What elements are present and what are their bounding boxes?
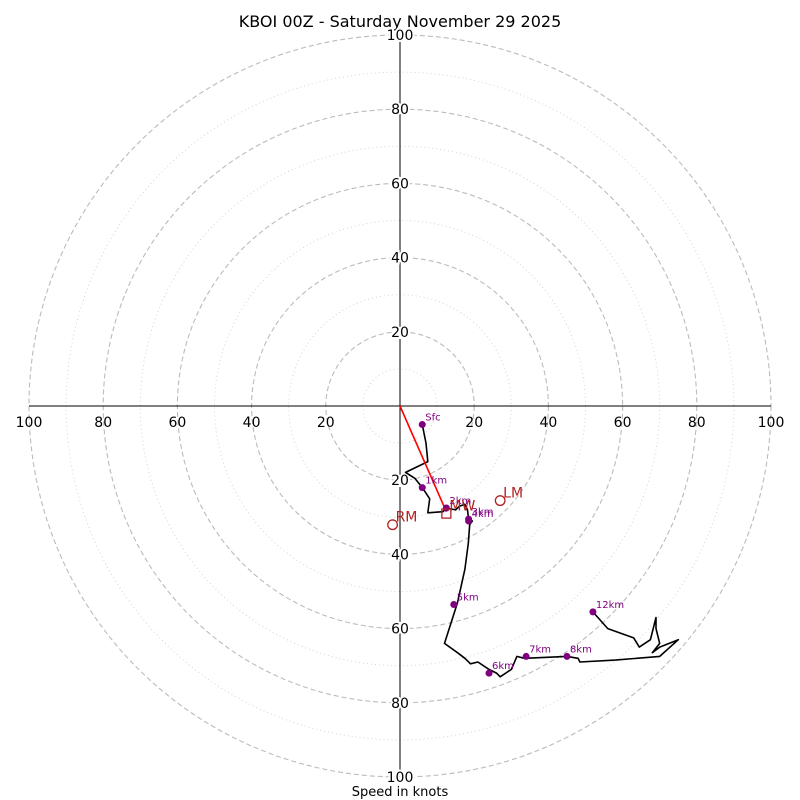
- height-marker-label: 6km: [492, 661, 514, 672]
- motion-marker-circle: [387, 519, 399, 531]
- x-tick-label: 40: [243, 415, 261, 431]
- y-tick-label: 60: [391, 622, 409, 638]
- motion-marker-circle: [494, 495, 506, 507]
- y-tick-label: 80: [391, 696, 409, 712]
- height-marker-dot: [465, 517, 473, 525]
- y-tick-label: 40: [391, 547, 409, 563]
- height-marker-label: 7km: [529, 644, 551, 655]
- motion-marker-label: MW: [449, 499, 475, 515]
- height-marker-label: 1km: [425, 476, 447, 487]
- hodograph-line: [404, 424, 680, 678]
- y-tick-label: 20: [391, 325, 409, 341]
- height-marker-dot: [563, 652, 571, 660]
- height-marker-label: 8km: [570, 644, 592, 655]
- shear-vector-line: [399, 405, 448, 513]
- motion-marker-label: RM: [396, 510, 418, 526]
- height-marker-label: 12km: [596, 600, 624, 611]
- y-tick-label: 80: [391, 102, 409, 118]
- x-tick-label: 60: [614, 415, 632, 431]
- x-tick-label: 100: [758, 415, 785, 431]
- storm-motion-markers: RM LM MW: [387, 486, 523, 531]
- height-marker-label: 2km: [449, 496, 471, 507]
- tick-labels: 100 80 60 40 20 20 40 60 80 100 20 40 60 80 100 20 40 60 8…: [16, 26, 785, 788]
- x-tick-label: 40: [539, 415, 557, 431]
- height-marker-dot: [450, 600, 458, 608]
- height-marker-dot: [485, 669, 493, 677]
- y-tick-label: 60: [391, 176, 409, 192]
- y-tick-label: 100: [387, 28, 414, 44]
- y-tick-label: 20: [391, 473, 409, 489]
- y-tick-label: 100: [387, 770, 414, 786]
- x-tick-label: 20: [317, 415, 335, 431]
- height-marker-label: 5km: [457, 592, 479, 603]
- x-tick-label: 60: [168, 415, 186, 431]
- chart-title: KBOI 00Z - Saturday November 29 2025: [239, 12, 562, 31]
- x-tick-label: 100: [16, 415, 43, 431]
- height-marker-label: 4km: [472, 509, 494, 520]
- x-tick-label: 80: [688, 415, 706, 431]
- height-marker-dot: [442, 504, 450, 512]
- y-tick-label: 40: [391, 251, 409, 267]
- x-tick-label: 20: [465, 415, 483, 431]
- x-axis-label: Speed in knots: [352, 785, 449, 800]
- height-marker-dot: [589, 608, 597, 616]
- height-marker-dot: [418, 484, 426, 492]
- height-marker-label: 3km: [472, 507, 494, 518]
- motion-marker-label: LM: [503, 486, 523, 502]
- height-marker-label: Sfc: [425, 413, 440, 424]
- height-marker-dot: [418, 421, 426, 429]
- hodograph-trace: [399, 405, 680, 678]
- height-marker-dot: [522, 652, 530, 660]
- x-tick-label: 80: [94, 415, 112, 431]
- motion-marker-square: [441, 508, 452, 519]
